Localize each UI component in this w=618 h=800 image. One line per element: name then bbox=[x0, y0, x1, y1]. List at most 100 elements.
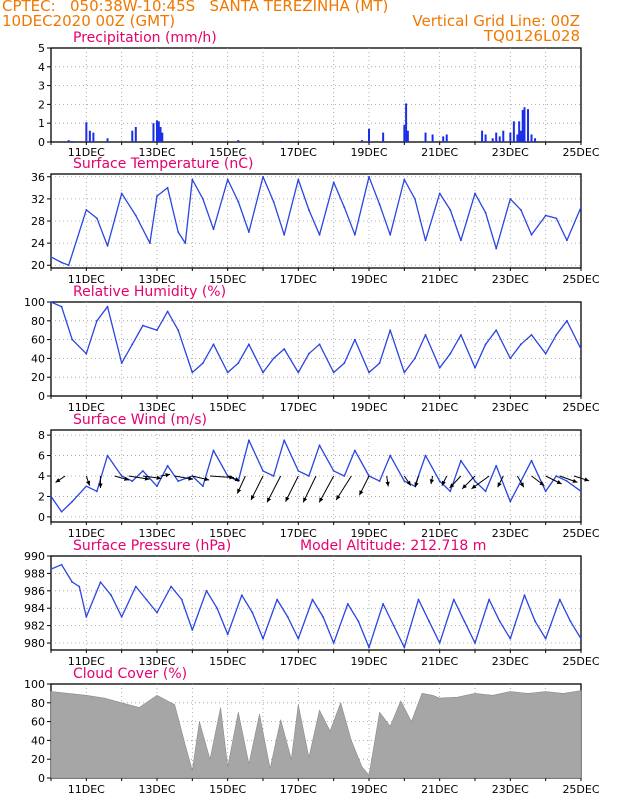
panel6-ytick-label: 80 bbox=[31, 697, 45, 710]
precip-bar bbox=[498, 136, 501, 142]
precip-bar bbox=[405, 103, 408, 142]
panel5-data-point bbox=[523, 594, 526, 597]
panel3-xtick-label: 25DEC bbox=[562, 401, 599, 414]
precip-bar bbox=[530, 134, 533, 142]
panel4-data-point bbox=[403, 480, 406, 483]
panel5-data-point bbox=[322, 616, 324, 618]
panel4-data-point bbox=[85, 485, 88, 488]
precip-bar bbox=[495, 132, 498, 142]
panel4-data-point bbox=[166, 464, 169, 467]
precip-bar bbox=[502, 130, 505, 142]
panel3-data-point bbox=[106, 305, 109, 308]
panel5-data-point bbox=[286, 616, 289, 618]
panel4-data-point bbox=[308, 475, 310, 477]
panel3-data-point bbox=[50, 301, 52, 303]
panel6-xtick-label: 23DEC bbox=[492, 783, 529, 796]
panel5-data-point bbox=[346, 602, 349, 605]
precip-bar bbox=[406, 130, 409, 142]
panel4-ytick-label: 6 bbox=[38, 450, 45, 463]
wind-vector-head bbox=[556, 480, 562, 484]
panel5-data-point bbox=[382, 602, 385, 605]
precip-bar bbox=[67, 140, 70, 142]
panel5-data-point bbox=[368, 646, 370, 649]
panel5-data-point bbox=[50, 568, 52, 570]
panel2-data-point bbox=[96, 217, 98, 220]
panel3-xtick-label: 15DEC bbox=[209, 401, 246, 414]
panel2-xtick-label: 19DEC bbox=[350, 273, 387, 286]
wind-vector-head bbox=[359, 490, 364, 496]
panel2-data-point bbox=[544, 214, 547, 217]
panel2-xtick-label: 13DEC bbox=[138, 273, 175, 286]
panel1-xtick-label: 23DEC bbox=[492, 146, 529, 159]
wind-vector-head bbox=[429, 479, 435, 484]
panel2-data-point bbox=[297, 178, 300, 181]
panel5-ytick-label: 984 bbox=[24, 602, 45, 615]
panel2-data-point bbox=[85, 209, 88, 211]
panel1-xtick-label: 19DEC bbox=[350, 146, 387, 159]
wind-vector-head bbox=[98, 483, 103, 488]
run-date-header: 10DEC2020 00Z (GMT) bbox=[2, 12, 176, 30]
panel2-data-point bbox=[247, 231, 250, 233]
panel3-data-point bbox=[368, 371, 370, 374]
wind-vector bbox=[285, 475, 299, 502]
precip-bar bbox=[88, 130, 91, 142]
panel3-data-point bbox=[555, 334, 558, 336]
panel6-xtick-label: 21DEC bbox=[421, 783, 458, 796]
panel4-xtick-label: 21DEC bbox=[421, 527, 458, 540]
panel2-data-point bbox=[530, 233, 533, 236]
panel6-xtick-label: 17DEC bbox=[280, 783, 317, 796]
panel3-data-point bbox=[484, 343, 487, 346]
precip-bar bbox=[106, 138, 109, 142]
precip-bar bbox=[403, 125, 406, 142]
panel5-data-point bbox=[240, 594, 243, 597]
panel2-data-point bbox=[191, 178, 194, 181]
panel3-data-point bbox=[191, 371, 194, 374]
panel5-data-point bbox=[332, 642, 335, 644]
panel4-data-point bbox=[141, 469, 144, 472]
panel4-data-point bbox=[580, 490, 582, 493]
panel4-data-point bbox=[106, 454, 109, 457]
panel5-data-point bbox=[110, 594, 112, 597]
wind-vector-head bbox=[55, 478, 61, 483]
panel3-data-point bbox=[283, 348, 286, 350]
panel1-xtick-label: 25DEC bbox=[562, 146, 599, 159]
panel4-data-point bbox=[565, 480, 568, 483]
panel3-data-point bbox=[131, 343, 134, 346]
panel2-data-point bbox=[67, 264, 70, 267]
model-code-header: TQ0126L028 bbox=[483, 27, 580, 45]
panel3-ytick-label: 0 bbox=[38, 390, 45, 403]
panel2-data-point bbox=[60, 261, 63, 264]
panel5-data-point bbox=[71, 581, 74, 584]
panel2-data-point bbox=[424, 239, 427, 242]
panel2-data-point bbox=[272, 200, 275, 203]
panel2-data-point bbox=[149, 242, 151, 245]
panel5-data-point bbox=[78, 585, 81, 588]
precip-bar bbox=[523, 107, 526, 142]
panel4-data-point bbox=[332, 469, 335, 472]
panel3-xtick-label: 21DEC bbox=[421, 401, 458, 414]
wind-vector-head bbox=[188, 476, 194, 481]
panel1-ytick-label: 5 bbox=[38, 42, 45, 55]
panel4-data-point bbox=[378, 480, 381, 483]
precip-bar bbox=[516, 134, 519, 142]
panel5-data-point bbox=[438, 642, 441, 644]
wind-vector bbox=[335, 475, 352, 501]
precip-bar bbox=[445, 134, 448, 142]
precip-bar bbox=[134, 126, 137, 142]
panel3-data-point bbox=[120, 362, 123, 364]
panel2-data-point bbox=[262, 175, 264, 178]
panel2-data-point bbox=[474, 192, 476, 195]
wind-vector-head bbox=[285, 496, 290, 502]
station-header: CPTEC: 050:38W-10:45S SANTA TEREZINHA (M… bbox=[2, 0, 389, 15]
panel2-title: Surface Temperature (nC) bbox=[73, 156, 254, 172]
panel5-xtick-label: 23DEC bbox=[492, 655, 529, 668]
panel3-data-point bbox=[247, 343, 250, 346]
panel2-data-point bbox=[318, 233, 321, 236]
wind-vector-head bbox=[336, 495, 341, 500]
panel2-data-point bbox=[308, 209, 310, 211]
panel6-xtick-label: 15DEC bbox=[209, 783, 246, 796]
precip-bar bbox=[382, 132, 385, 142]
precip-bar bbox=[481, 130, 484, 142]
panel5-data-point bbox=[251, 611, 254, 614]
panel1-xtick-label: 21DEC bbox=[421, 146, 458, 159]
